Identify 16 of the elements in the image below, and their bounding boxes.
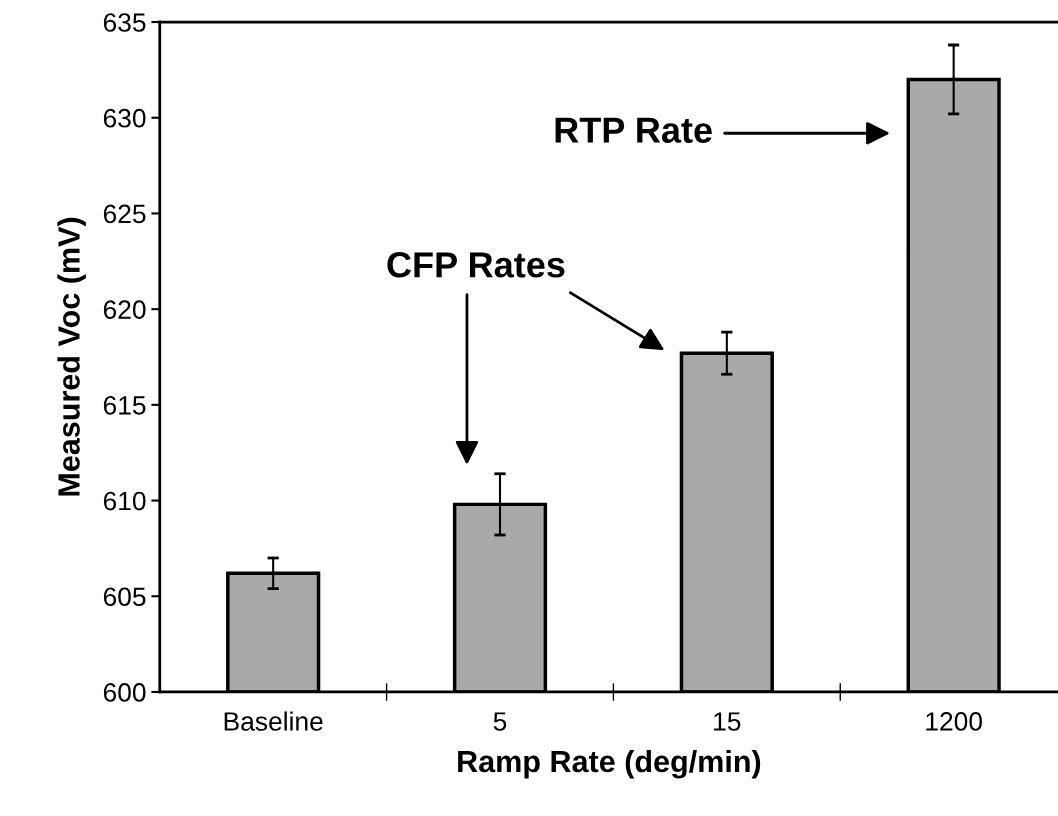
x-tick-label: 1200	[926, 712, 982, 731]
y-tick-label: 630	[103, 108, 146, 128]
y-tick-label: 635	[103, 13, 146, 32]
y-axis-title: Measured Voc (mV)	[57, 217, 86, 496]
x-tick-label: 15	[714, 712, 741, 731]
y-tick-label: 605	[103, 587, 146, 607]
annotation: RTP Rate	[555, 117, 712, 143]
y-tick-label: 610	[103, 491, 146, 511]
x-tick-label: 5	[493, 712, 507, 731]
y-tick-label: 620	[103, 300, 146, 319]
x-axis-title: Ramp Rate (deg/min)	[458, 749, 761, 779]
y-tick-label: 625	[103, 204, 146, 224]
annotation: CFP Rates	[387, 252, 565, 278]
y-tick-label: 615	[103, 395, 146, 415]
y-tick-label: 600	[103, 683, 146, 702]
x-tick-label: Baseline	[224, 711, 323, 731]
